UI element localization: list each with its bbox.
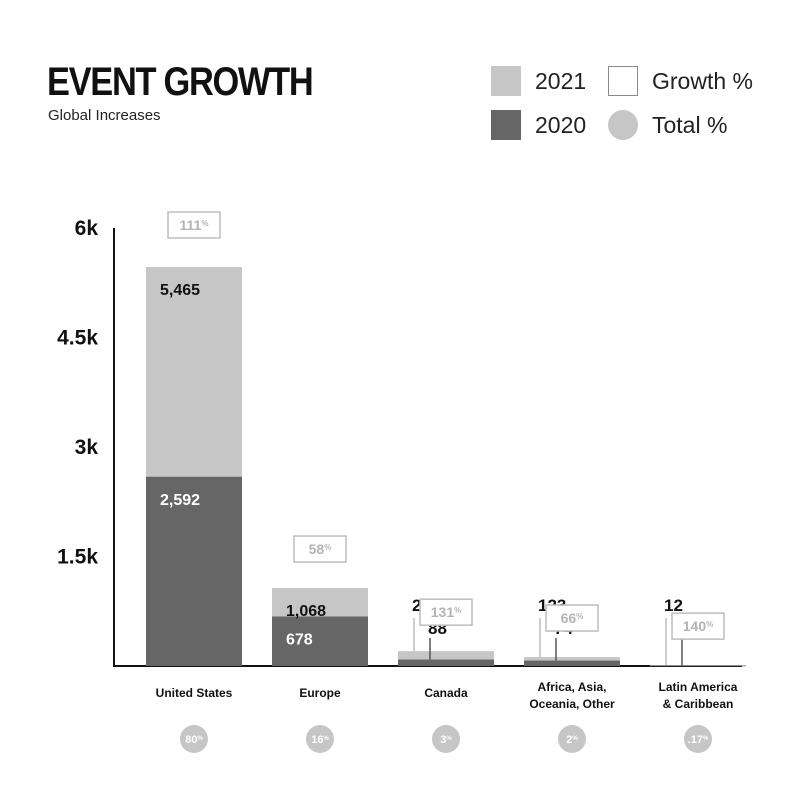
growth-label: 140% [683,618,713,634]
growth-label: 58% [309,541,332,557]
chart-subtitle: Global Increases [48,107,161,124]
growth-box [293,535,347,563]
growth-box [167,211,221,239]
data-label-2021: 5,465 [160,282,200,299]
bar-2020 [524,660,620,666]
legend-swatch-2021 [491,66,521,96]
total-label: 2% [566,734,578,746]
total-circle [180,725,208,753]
total-label: 80% [185,734,203,746]
legend-item-total: Total % [608,110,727,140]
bar-2021 [650,665,746,666]
legend-item-2021: 2021 [491,66,586,96]
data-label-2021: 1,068 [286,603,326,620]
category-label: & Caribbean [663,697,734,711]
growth-box [419,598,473,626]
legend-label-growth: Growth % [652,67,753,94]
growth-label: 111% [180,217,209,233]
chart-title: EVENT GROWTH [47,60,314,104]
legend-label-total: Total % [652,111,728,138]
data-label-2020: 678 [286,632,313,649]
category-label: Africa, Asia, [538,680,607,694]
legend-item-2020: 2020 [491,110,586,140]
legend-swatch-total [608,110,638,140]
total-label: 16% [311,734,329,746]
legend-swatch-2020 [491,110,521,140]
category-label: Europe [299,686,341,700]
legend-item-growth: Growth % [608,66,753,96]
category-label: Oceania, Other [529,697,615,711]
bar-2020 [146,476,242,666]
category-label: United States [156,686,233,700]
total-label: 3% [440,734,452,746]
legend-label-2021: 2021 [535,67,587,94]
y-tick-label: 1.5k [57,546,98,569]
growth-label: 66% [561,610,584,626]
data-label-2021: 12 [664,596,683,615]
category-label: Canada [424,686,468,700]
total-circle [306,725,334,753]
legend-label-2020: 2020 [535,111,587,138]
y-tick-label: 3k [75,436,99,459]
legend-swatch-growth [608,66,638,96]
bar-2020 [398,659,494,666]
total-circle [432,725,460,753]
bar-2020 [272,616,368,666]
growth-label: 131% [431,604,461,620]
total-circle [684,725,712,753]
category-label: Latin America [659,680,738,694]
data-label-2020: 2,592 [160,492,200,509]
total-circle [558,725,586,753]
total-label: .17% [688,734,709,746]
growth-box [671,612,725,640]
growth-box [545,604,599,632]
y-tick-label: 6k [75,217,99,240]
y-tick-label: 4.5k [57,327,98,350]
bar-2020 [650,665,746,667]
